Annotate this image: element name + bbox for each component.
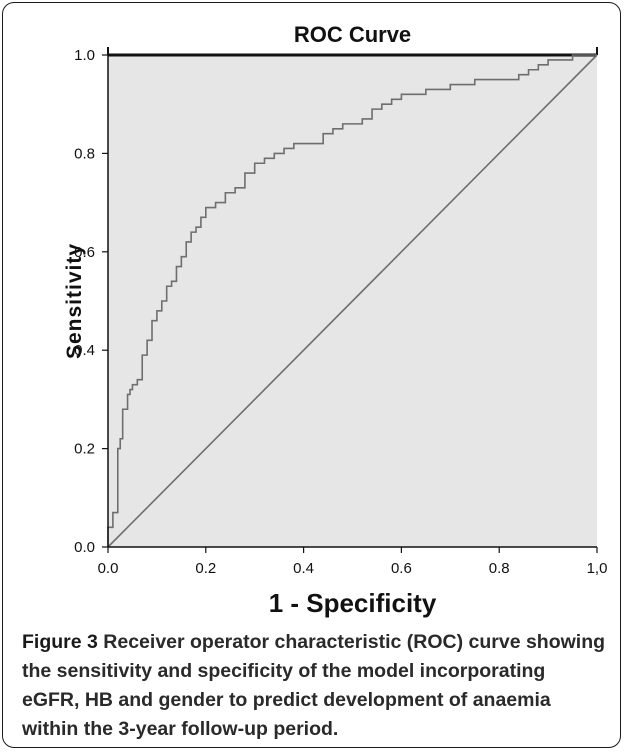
figure-caption: Figure 3 Receiver operator characteristi… [22, 628, 607, 744]
x-tick-label: 0.8 [489, 560, 510, 577]
roc-chart: 0.0 0.2 0.4 0.6 0.8 1,0 0.0 0.2 0.4 0.6 0.8 1.0 ROC… [63, 22, 607, 618]
x-axis-label: 1 - Specificity [269, 588, 437, 618]
y-tick-label: 1.0 [74, 47, 95, 64]
y-tick-label: 0.6 [74, 244, 95, 261]
y-tick-label: 0.4 [74, 342, 95, 359]
y-tick-label: 0.0 [74, 539, 95, 556]
x-tick-label: 0.4 [293, 560, 314, 577]
y-axis-label: Sensitivity [63, 243, 86, 359]
x-tick-label: 0.2 [195, 560, 216, 577]
y-tick-label: 0.8 [74, 145, 95, 162]
chart-title: ROC Curve [294, 22, 411, 47]
roc-curve-line [107, 54, 597, 547]
x-tick-label: 0.0 [98, 560, 119, 577]
x-tick-label: 0.6 [391, 560, 412, 577]
caption-text: Receiver operator characteristic (ROC) c… [22, 631, 606, 740]
axis-ticks: 0.0 0.2 0.4 0.6 0.8 1,0 0.0 0.2 0.4 0.6 0.8 1.0 [74, 47, 607, 577]
reference-line [107, 54, 598, 548]
caption-label: Figure 3 [22, 631, 98, 653]
series-layer [107, 54, 598, 548]
y-tick-label: 0.2 [74, 441, 95, 458]
x-tick-label: 1,0 [587, 560, 608, 577]
